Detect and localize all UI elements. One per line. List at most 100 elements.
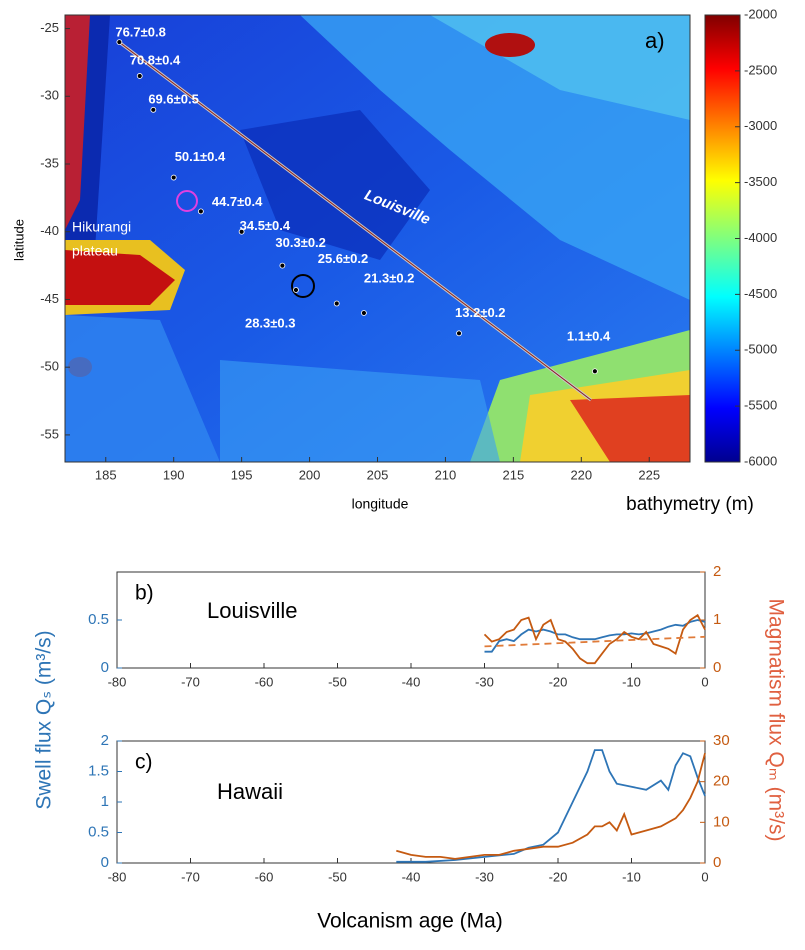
x-tick-label: -50 <box>328 869 347 884</box>
colorbar-tick-label: -4500 <box>744 286 777 301</box>
y2-axis-label: Magmatism flux Qₘ (m³/s) <box>764 599 787 842</box>
panel-label: c) <box>135 751 153 774</box>
x-axis-label: longitude <box>352 496 409 512</box>
y-tick-label: 0.5 <box>88 823 109 840</box>
seamount-marker <box>198 209 203 214</box>
colorbar-tick-label: -2000 <box>744 6 777 21</box>
x-tick-label: -60 <box>255 869 274 884</box>
x-tick-label: -70 <box>181 674 200 689</box>
y-tick-label: -50 <box>40 359 59 374</box>
x-tick-label: -10 <box>622 869 641 884</box>
bathymetry-map <box>65 15 690 462</box>
panel-title: Louisville <box>207 598 298 623</box>
x-tick-label: 185 <box>95 467 117 482</box>
x-tick-label: -80 <box>108 869 127 884</box>
plot-frame <box>117 572 705 668</box>
y2-tick-label: 30 <box>713 732 730 749</box>
x-axis-label: Volcanism age (Ma) <box>317 910 503 933</box>
seamount-marker <box>151 107 156 112</box>
data-line <box>396 753 705 859</box>
age-label: 21.3±0.2 <box>364 270 415 285</box>
y-tick-label: -25 <box>40 20 59 35</box>
age-label: 30.3±0.2 <box>275 235 326 250</box>
x-tick-label: 195 <box>231 467 253 482</box>
y-tick-label: 1.5 <box>88 762 109 779</box>
page: {"figure": {"xlabel": "Volcanism age (Ma… <box>0 0 805 950</box>
seamount-marker <box>137 73 142 78</box>
x-tick-label: -30 <box>475 674 494 689</box>
seamount-marker <box>592 369 597 374</box>
region-label: plateau <box>72 243 118 259</box>
x-tick-label: 200 <box>299 467 321 482</box>
x-tick-label: -80 <box>108 674 127 689</box>
colorbar-tick-label: -2500 <box>744 62 777 77</box>
x-tick-label: 205 <box>367 467 389 482</box>
region-label: Hikurangi <box>72 219 131 235</box>
x-tick-label: -50 <box>328 674 347 689</box>
colorbar-tick-label: -5500 <box>744 398 777 413</box>
x-tick-label: -40 <box>402 869 421 884</box>
y-tick-label: -35 <box>40 155 59 170</box>
age-label: 70.8±0.4 <box>130 52 181 67</box>
y-tick-label: 0 <box>101 659 109 676</box>
y2-tick-label: 0 <box>713 854 721 871</box>
seamount-marker <box>280 263 285 268</box>
age-label: 1.1±0.4 <box>567 329 611 344</box>
x-tick-label: -20 <box>549 869 568 884</box>
age-label: 34.5±0.4 <box>240 218 291 233</box>
data-line <box>396 750 705 862</box>
panel-label: b) <box>135 582 154 605</box>
colorbar-tick-label: -3500 <box>744 174 777 189</box>
colorbar-label: bathymetry (m) <box>626 494 754 515</box>
x-tick-label: -40 <box>402 674 421 689</box>
y-tick-label: -30 <box>40 88 59 103</box>
panel-label: a) <box>645 28 665 53</box>
age-label: 13.2±0.2 <box>455 305 506 320</box>
figure: a) Louisville Hikurangi plateau longitud… <box>0 0 805 945</box>
plot-frame <box>117 741 705 863</box>
age-label: 76.7±0.8 <box>115 25 166 40</box>
seamount-marker <box>293 287 298 292</box>
y-tick-label: -40 <box>40 223 59 238</box>
y2-tick-label: 0 <box>713 659 721 676</box>
seamount-marker <box>334 301 339 306</box>
x-tick-label: 0 <box>701 869 708 884</box>
y2-tick-label: 10 <box>713 813 730 830</box>
colorbar-tick-label: -5000 <box>744 342 777 357</box>
x-tick-label: -10 <box>622 674 641 689</box>
x-tick-label: 220 <box>570 467 592 482</box>
x-tick-label: 190 <box>163 467 185 482</box>
x-tick-label: 215 <box>503 467 525 482</box>
y-tick-label: -45 <box>40 291 59 306</box>
x-tick-label: -70 <box>181 869 200 884</box>
y2-tick-label: 1 <box>713 611 721 628</box>
x-tick-label: -60 <box>255 674 274 689</box>
seamount-marker <box>457 331 462 336</box>
colorbar <box>705 15 740 462</box>
x-tick-label: 225 <box>638 467 660 482</box>
age-label: 25.6±0.2 <box>318 251 369 266</box>
y-axis-label: Swell flux Qₛ (m³/s) <box>33 630 56 809</box>
y-tick-label: 2 <box>101 732 109 749</box>
x-tick-label: 0 <box>701 674 708 689</box>
y2-tick-label: 20 <box>713 773 730 790</box>
y-tick-label: 0 <box>101 854 109 871</box>
age-label: 44.7±0.4 <box>212 194 263 209</box>
x-tick-label: -20 <box>549 674 568 689</box>
panel-title: Hawaii <box>217 779 283 804</box>
seamount-marker <box>361 311 366 316</box>
colorbar-tick-label: -4000 <box>744 230 777 245</box>
y-tick-label: 0.5 <box>88 611 109 628</box>
age-label: 69.6±0.5 <box>148 91 199 106</box>
seamount-marker <box>171 175 176 180</box>
colorbar-tick-label: -3000 <box>744 118 777 133</box>
age-label: 50.1±0.4 <box>175 149 226 164</box>
seamount-marker <box>117 40 122 45</box>
x-tick-label: 210 <box>435 467 457 482</box>
y-axis-label: latitude <box>11 219 26 261</box>
colorbar-tick-label: -6000 <box>744 453 777 468</box>
age-label: 28.3±0.3 <box>245 315 296 330</box>
y2-tick-label: 2 <box>713 563 721 580</box>
y-tick-label: -55 <box>40 426 59 441</box>
x-tick-label: -30 <box>475 869 494 884</box>
